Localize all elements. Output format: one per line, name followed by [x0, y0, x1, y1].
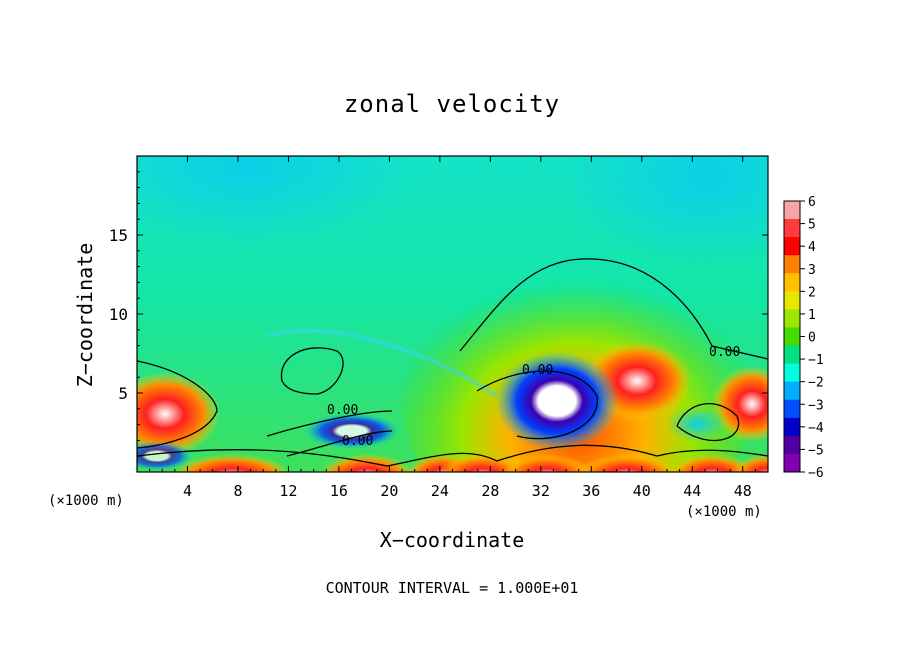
- colorbar-tick-label: 1: [808, 308, 816, 323]
- y-axis-ticks: 5 10 15: [109, 171, 768, 457]
- x-tick-label: 48: [734, 482, 752, 500]
- y-axis-label: Z−coordinate: [73, 243, 97, 388]
- zero-contour-line: [266, 410, 393, 437]
- zero-contour-line: [137, 360, 218, 449]
- x-tick-label: 44: [683, 482, 701, 500]
- colorbar-swatch: [784, 273, 800, 292]
- colorbar-swatch: [784, 417, 800, 437]
- y-tick-label: 10: [109, 305, 128, 324]
- colorbar-tick-label: 0: [808, 331, 816, 346]
- field-surface-blob: [668, 454, 756, 472]
- colorbar-swatch: [784, 453, 800, 473]
- x-axis-label: X−coordinate: [380, 528, 525, 552]
- field-cyan-region-right: [557, 156, 768, 266]
- x-axis-ticks: 4 8 12 16 20 24 28 32 36 40 44 48: [149, 156, 756, 500]
- y-tick-label: 15: [109, 226, 128, 245]
- contour-label: 0.00: [522, 363, 553, 378]
- field-cyan-region-left: [137, 156, 417, 246]
- zero-contour-line: [280, 347, 344, 395]
- velocity-field: 0.00 0.00 0.00 0.00: [137, 156, 768, 472]
- colorbar-swatch: [784, 291, 800, 310]
- field-surface-blob: [173, 454, 291, 472]
- x-tick-label: 36: [582, 482, 600, 500]
- colorbar-swatch: [784, 363, 800, 383]
- colorbar-swatch: [784, 345, 800, 365]
- x-tick-label: 40: [633, 482, 651, 500]
- field-surface-blob: [575, 454, 679, 472]
- contour-label: 0.00: [709, 345, 740, 360]
- zero-contour-line: [137, 444, 768, 467]
- colorbar-tick-label: 2: [808, 285, 816, 300]
- field-surface-blob: [501, 454, 593, 472]
- x-unit-right: (×1000 m): [686, 504, 762, 520]
- x-tick-label: 28: [481, 482, 499, 500]
- colorbar-swatch: [784, 219, 800, 238]
- contour-label: 0.00: [342, 434, 373, 449]
- colorbar-tick-label: −2: [808, 376, 824, 391]
- colorbar-swatch: [784, 435, 800, 455]
- x-tick-label: 8: [233, 482, 242, 500]
- x-tick-label: 24: [431, 482, 449, 500]
- field-cold-core: [495, 351, 619, 451]
- contour-label: 0.00: [327, 403, 358, 418]
- field-cold-spot-left: [137, 441, 193, 471]
- x-tick-label: 12: [279, 482, 297, 500]
- y-tick-label: 5: [118, 384, 128, 403]
- contour-interval-note: CONTOUR INTERVAL = 1.000E+01: [326, 579, 579, 597]
- field-cyan-pocket: [667, 406, 727, 442]
- colorbar-tick-label: 3: [808, 263, 816, 278]
- colorbar-swatch: [784, 309, 800, 328]
- colorbar-tick-label: −5: [808, 443, 824, 458]
- zero-contour-line: [676, 403, 740, 442]
- field-cold-streak: [304, 413, 400, 449]
- x-tick-label: 4: [183, 482, 192, 500]
- x-tick-label: 16: [330, 482, 348, 500]
- colorbar-tick-label: −3: [808, 398, 824, 413]
- chart-title: zonal velocity: [344, 90, 560, 118]
- colorbar-tick-label: −1: [808, 353, 824, 368]
- colorbar-tick-label: 4: [808, 240, 816, 255]
- colorbar-swatch: [784, 255, 800, 274]
- colorbar-tick-label: −6: [808, 466, 824, 481]
- colorbar-swatch: [784, 381, 800, 401]
- colorbar-swatch: [784, 237, 800, 256]
- x-unit-left: (×1000 m): [48, 493, 124, 509]
- colorbar-tick-label: −4: [808, 421, 824, 436]
- colorbar: 6 5 4 3 2 1 0 −1 −2 −3 −4 −5 −6: [783, 195, 824, 481]
- x-tick-label: 32: [532, 482, 550, 500]
- colorbar-swatch: [784, 399, 800, 419]
- field-streak: [266, 328, 499, 398]
- zero-contour-line: [459, 258, 768, 360]
- colorbar-swatch: [784, 327, 800, 347]
- colorbar-tick-label: 5: [808, 218, 816, 233]
- field-surface-blob: [731, 454, 768, 472]
- x-tick-label: 20: [380, 482, 398, 500]
- field-hot-spot-left: [137, 372, 220, 456]
- colorbar-tick-label: 6: [808, 195, 816, 210]
- zero-contour-line: [476, 370, 598, 440]
- colorbar-swatch: [784, 201, 800, 220]
